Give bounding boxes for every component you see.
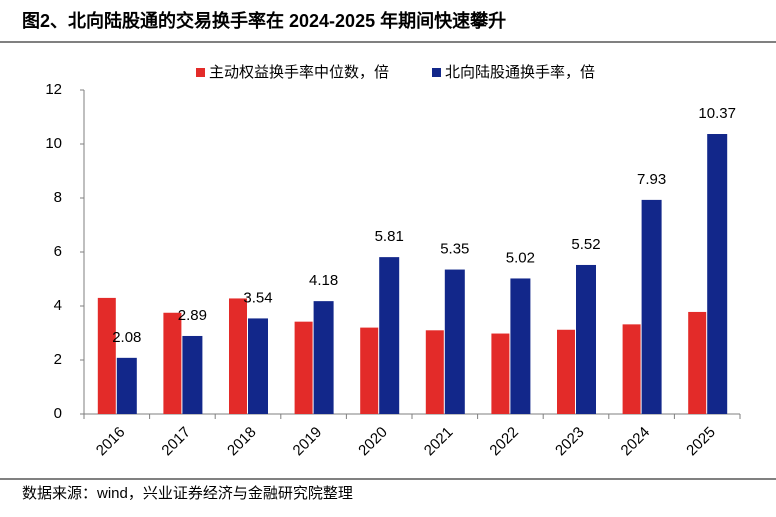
x-tick-label: 2023 bbox=[552, 424, 588, 460]
bar bbox=[641, 199, 662, 414]
y-tick-label: 2 bbox=[54, 351, 62, 368]
bar bbox=[163, 312, 182, 414]
bar bbox=[688, 311, 707, 414]
x-tick-label: 2021 bbox=[421, 424, 457, 460]
x-tick-label: 2020 bbox=[355, 424, 391, 460]
bar bbox=[248, 318, 268, 414]
data-label: 4.18 bbox=[309, 272, 338, 289]
x-tick-label: 2017 bbox=[158, 424, 194, 460]
bar bbox=[576, 264, 596, 414]
bar bbox=[360, 327, 379, 414]
x-tick-label: 2016 bbox=[93, 424, 129, 460]
bar bbox=[622, 324, 641, 414]
legend-label: 主动权益换手率中位数，倍 bbox=[209, 64, 389, 81]
chart-title: 图2、北向陆股通的交易换手率在 2024-2025 年期间快速攀升 bbox=[22, 10, 506, 31]
bar bbox=[97, 297, 116, 414]
x-tick-label: 2019 bbox=[290, 424, 326, 460]
x-tick-label: 2025 bbox=[683, 424, 719, 460]
bar bbox=[313, 301, 334, 414]
data-label: 5.02 bbox=[506, 249, 535, 266]
bar bbox=[379, 257, 400, 414]
y-tick-label: 8 bbox=[54, 189, 62, 206]
bar bbox=[491, 333, 510, 414]
data-label: 7.93 bbox=[637, 171, 666, 188]
bar bbox=[116, 357, 137, 414]
data-label: 5.35 bbox=[440, 241, 469, 258]
x-tick-label: 2024 bbox=[618, 424, 654, 460]
data-label: 2.08 bbox=[112, 329, 141, 346]
x-tick-label: 2018 bbox=[224, 424, 260, 460]
bar bbox=[557, 329, 575, 414]
bar bbox=[182, 335, 203, 414]
bar bbox=[707, 134, 728, 414]
legend-swatch bbox=[432, 68, 441, 77]
x-tick-label: 2022 bbox=[486, 424, 522, 460]
data-label: 2.89 bbox=[178, 307, 207, 324]
bar bbox=[229, 298, 247, 414]
bar bbox=[444, 269, 465, 414]
data-label: 5.81 bbox=[375, 228, 404, 245]
data-label: 5.52 bbox=[571, 236, 600, 253]
y-tick-label: 4 bbox=[54, 297, 62, 314]
legend-swatch bbox=[196, 68, 205, 77]
y-tick-label: 12 bbox=[45, 81, 62, 98]
bar bbox=[425, 330, 444, 414]
y-tick-label: 0 bbox=[54, 405, 62, 422]
y-tick-label: 6 bbox=[54, 243, 62, 260]
bar bbox=[294, 321, 313, 414]
y-tick-label: 10 bbox=[45, 135, 62, 152]
bar bbox=[510, 278, 531, 414]
source-note: 数据来源：wind，兴业证券经济与金融研究院整理 bbox=[22, 484, 353, 502]
data-label: 10.37 bbox=[698, 105, 736, 122]
data-label: 3.54 bbox=[243, 289, 272, 306]
legend-label: 北向陆股通换手率，倍 bbox=[445, 64, 595, 81]
